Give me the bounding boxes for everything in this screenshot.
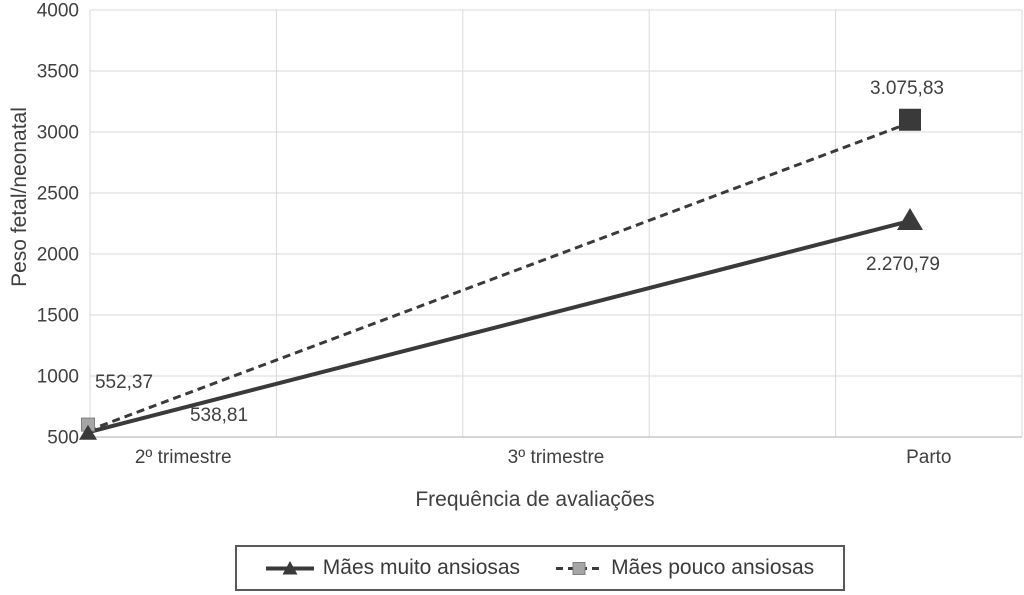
y-tick-label: 3500 <box>37 62 79 83</box>
legend-item-maes-pouco-ansiosas: Mães pouco ansiosas <box>556 556 814 580</box>
data-point-marker-triangle <box>79 424 97 440</box>
x-tick-label: 3º trimestre <box>508 447 605 468</box>
y-tick-label: 500 <box>47 428 79 449</box>
legend-label-muito-ansiosas: Mães muito ansiosas <box>322 556 521 579</box>
x-tick-label: 2º trimestre <box>135 447 232 468</box>
y-tick-label: 1500 <box>37 306 79 327</box>
series-line-solid <box>87 219 911 435</box>
y-tick-label: 2500 <box>37 184 79 205</box>
data-point-marker-triangle <box>897 207 923 230</box>
y-tick-label: 3000 <box>37 123 79 144</box>
plot-area: 500 1000 1500 2000 2500 3000 3500 4000 2º trimes… <box>37 1 1023 468</box>
legend-label-pouco-ansiosas: Mães pouco ansiosas <box>611 556 815 579</box>
x-axis-title: Frequência de avaliações <box>415 488 655 511</box>
data-label: 538,81 <box>190 405 248 426</box>
data-label: 552,37 <box>95 372 153 393</box>
dashed-line-square-marker-icon <box>556 562 603 575</box>
legend-item-maes-muito-ansiosas: Mães muito ansiosas <box>265 556 521 580</box>
data-label: 3.075,83 <box>870 78 944 99</box>
y-tick-label: 4000 <box>37 1 79 22</box>
x-tick-label: Parto <box>906 447 951 468</box>
solid-line-triangle-marker-icon <box>265 561 314 575</box>
series-line-dashed <box>87 121 911 433</box>
data-point-marker-square <box>899 108 921 131</box>
y-tick-label: 2000 <box>37 245 79 266</box>
data-label: 2.270,79 <box>866 254 940 275</box>
y-tick-label: 1000 <box>37 367 79 388</box>
legend: Mães muito ansiosas Mães pouco ansiosas <box>235 545 845 591</box>
